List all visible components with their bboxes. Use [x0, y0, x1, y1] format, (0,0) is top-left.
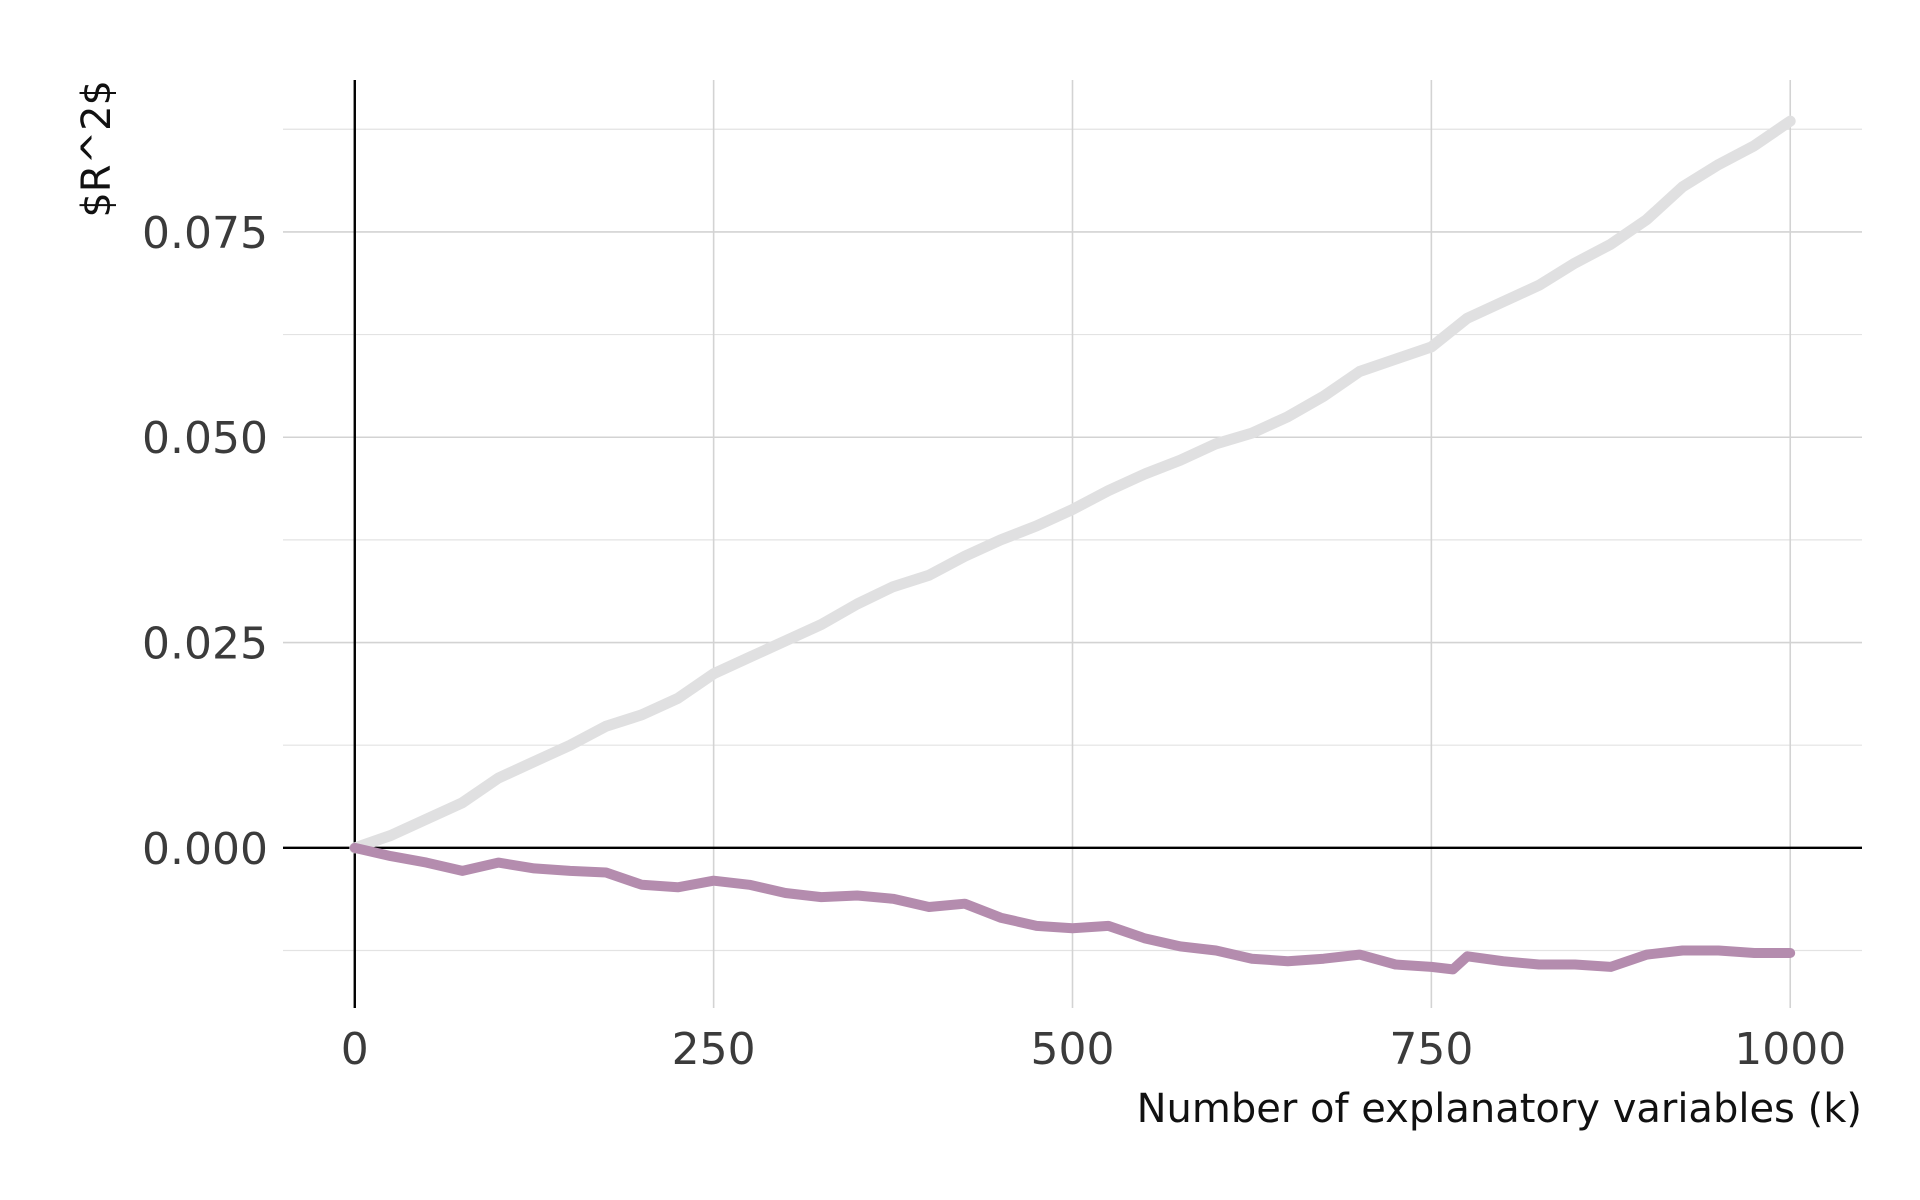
series-line-2: [349, 842, 1796, 975]
x-tick-label-1: 250: [672, 1024, 756, 1075]
y-axis-title: $R^2$: [74, 80, 120, 218]
y-tick-label-3: 0.075: [142, 208, 268, 259]
x-tick-label-0: 0: [341, 1024, 369, 1075]
y-tick-label-2: 0.050: [142, 413, 268, 464]
y-tick-label-0: 0.000: [142, 824, 268, 875]
x-tick-label-4: 1000: [1734, 1024, 1846, 1075]
x-tick-label-2: 500: [1031, 1024, 1115, 1075]
y-tick-label-1: 0.025: [142, 619, 268, 670]
x-tick-label-3: 750: [1389, 1024, 1473, 1075]
series-line-1: [349, 115, 1796, 854]
series-layer: [349, 115, 1796, 975]
x-axis-title: Number of explanatory variables (k): [1137, 1086, 1862, 1132]
tick-labels: 0.000 0.025 0.050 0.075 0 250 500 750 1000: [142, 208, 1846, 1075]
